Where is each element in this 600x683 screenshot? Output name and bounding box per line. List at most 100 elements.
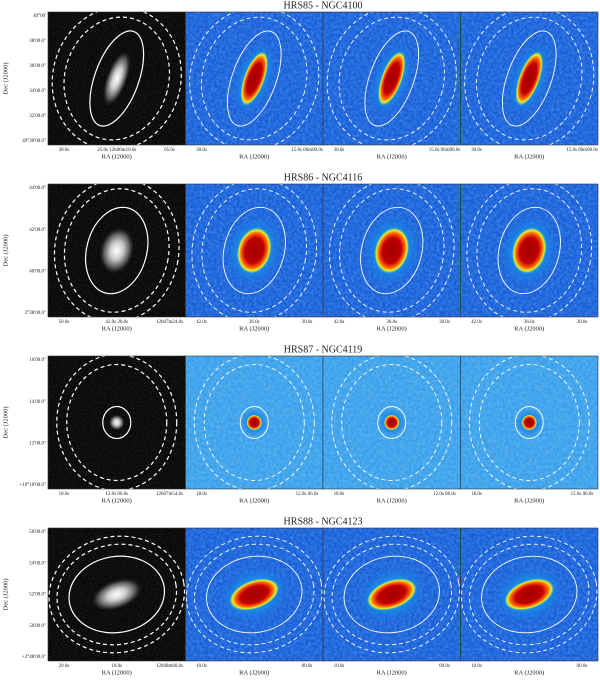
background-annulus: [191, 184, 318, 317]
x-tick-label: 18.0s: [59, 492, 70, 497]
image-panel: [460, 528, 598, 661]
y-tick-label: 16'00.0": [29, 358, 46, 363]
y-axis-label: Dec (J2000): [2, 407, 9, 439]
emission-core: [521, 414, 538, 431]
image-panel: [48, 12, 186, 145]
background-annulus: [464, 12, 595, 145]
x-tick-label: 12.0s 06.0s: [571, 492, 594, 497]
emission-core: [236, 227, 272, 274]
image-panel: [460, 12, 598, 145]
background-annulus: [48, 535, 186, 654]
x-tick-label: 42.0s: [196, 320, 207, 325]
panel-frame: [460, 355, 599, 490]
image-panel: [48, 184, 186, 317]
aperture: [89, 30, 145, 127]
x-tick-label: 30.0s: [196, 148, 207, 153]
x-axis-label: RA (J2000): [239, 325, 269, 332]
panel-frame: [460, 527, 599, 662]
image-panel: [185, 528, 323, 661]
x-tick-label: 30.0s: [577, 320, 588, 325]
x-tick-label: 18.0s: [196, 492, 207, 497]
x-axis-label: RA (J2000): [377, 669, 407, 676]
background-annulus: [338, 188, 445, 313]
x-tick-label: 10.0s: [196, 664, 207, 669]
background-annulus: [51, 12, 182, 145]
x-axis-label: RA (J2000): [239, 669, 269, 676]
background-annulus: [66, 363, 168, 482]
x-tick-label: 12.0s 06.0s: [296, 492, 319, 497]
background-annulus: [466, 184, 593, 317]
y-tick-label: 40°00': [33, 14, 46, 19]
x-tick-label: 10.0s: [334, 664, 345, 669]
background-annulus: [461, 535, 598, 654]
background-annulus: [341, 364, 443, 481]
background-annulus: [201, 188, 308, 313]
background-annulus: [56, 543, 178, 646]
emission-core: [383, 414, 400, 431]
galaxy: [108, 414, 126, 431]
y-tick-label: 54'00.0": [29, 561, 46, 566]
y-tick-label: 44'00.0": [29, 186, 46, 191]
image-panel: [323, 528, 461, 661]
background-annulus: [63, 16, 171, 141]
aperture: [377, 406, 407, 439]
x-axis-label: RA (J2000): [377, 153, 407, 160]
background-annulus: [468, 356, 590, 489]
x-tick-label: 20.0s: [59, 664, 70, 669]
x-tick-label: 10.0s: [111, 664, 122, 669]
x-tick-label: 12h08m00.0s: [156, 664, 183, 669]
x-tick-label: 10.0s: [471, 664, 482, 669]
y-tick-label: 12'00.0": [29, 441, 46, 446]
panel-title: HRS85 - NGC4100: [284, 0, 363, 11]
aperture: [343, 555, 440, 634]
emission-core: [240, 51, 269, 106]
x-tick-label: 42.0s: [334, 320, 345, 325]
emission-core: [374, 227, 410, 274]
x-axis-label: RA (J2000): [102, 497, 132, 504]
image-panel: [460, 184, 598, 317]
y-tick-label: 42'00.0": [29, 228, 46, 233]
aperture: [68, 555, 166, 634]
aperture: [102, 405, 132, 440]
y-tick-label: 49°30'00.0": [22, 139, 46, 144]
background-annulus: [193, 356, 315, 489]
x-tick-label: 30.0s: [439, 320, 450, 325]
y-tick-label: 40'00.0": [29, 269, 46, 274]
x-tick-label: 15.0s 06m00.0s: [291, 148, 323, 153]
y-axis-label: Dec (J2000): [2, 63, 9, 95]
image-panel: [48, 528, 186, 661]
emission-core: [229, 578, 280, 611]
x-tick-label: 12.0s 06.0s: [105, 492, 128, 497]
aperture: [501, 30, 557, 127]
y-tick-label: +10°10'00.0": [19, 483, 46, 488]
background-annulus: [478, 364, 580, 481]
x-tick-label: 05.0s: [164, 148, 175, 153]
aperture: [206, 555, 303, 634]
x-tick-label: 12.0s 06.0s: [433, 492, 456, 497]
y-axis-label: Dec (J2000): [2, 235, 9, 267]
x-tick-label: 36.0s: [386, 320, 397, 325]
y-tick-label: 32'00.0": [29, 114, 46, 119]
image-panel: [460, 356, 598, 489]
image-panel: [48, 356, 186, 489]
emission-core: [377, 51, 406, 106]
x-tick-label: 18.0s: [471, 492, 482, 497]
background-annulus: [189, 12, 320, 145]
emission-core: [504, 578, 555, 611]
galaxy: [89, 577, 144, 612]
image-panel: [323, 184, 461, 317]
x-tick-label: 12h07m54.0s: [156, 492, 183, 497]
background-annulus: [326, 12, 457, 145]
y-axis-label: Dec (J2000): [2, 579, 9, 611]
image-panel: [185, 12, 323, 145]
background-annulus: [469, 543, 590, 646]
y-tick-label: 2°38'00.0": [25, 311, 46, 316]
y-tick-label: 52'00.0": [29, 593, 46, 598]
panel-title: HRS86 - NGC4116: [284, 172, 363, 183]
background-annulus: [194, 543, 315, 646]
aperture: [360, 206, 424, 295]
x-axis-label: RA (J2000): [377, 325, 407, 332]
x-axis-label: RA (J2000): [239, 153, 269, 160]
x-axis-label: RA (J2000): [102, 669, 132, 676]
